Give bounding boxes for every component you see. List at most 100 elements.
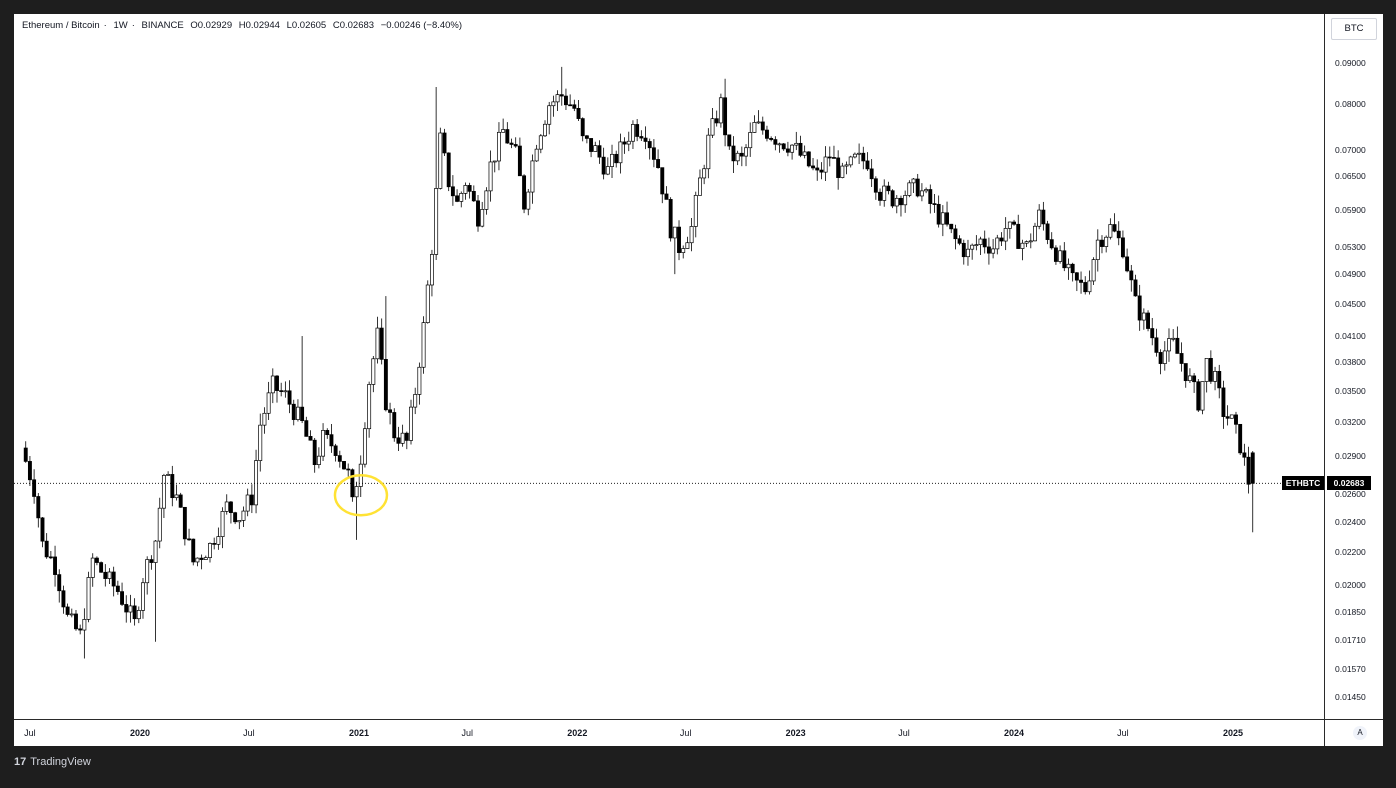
- candle-body[interactable]: [145, 559, 150, 584]
- candle-body[interactable]: [61, 590, 66, 608]
- candle-body[interactable]: [295, 406, 300, 420]
- candle-body[interactable]: [748, 132, 753, 149]
- candle-body[interactable]: [873, 178, 878, 193]
- candle-body[interactable]: [773, 139, 778, 145]
- candle-body[interactable]: [714, 118, 719, 124]
- candle-body[interactable]: [651, 147, 656, 160]
- candle-body[interactable]: [1196, 381, 1201, 411]
- candle-body[interactable]: [1100, 239, 1104, 247]
- candle-body[interactable]: [731, 145, 736, 162]
- candle-body[interactable]: [446, 152, 451, 188]
- candle-body[interactable]: [1192, 375, 1197, 383]
- candle-body[interactable]: [44, 540, 49, 558]
- candle-body[interactable]: [928, 189, 933, 204]
- candle-body[interactable]: [576, 107, 581, 119]
- candle-body[interactable]: [417, 366, 422, 395]
- candle-body[interactable]: [995, 237, 1000, 250]
- candle-body[interactable]: [396, 437, 401, 444]
- candle-body[interactable]: [429, 254, 434, 286]
- candle-body[interactable]: [899, 197, 903, 206]
- candle-body[interactable]: [275, 375, 279, 391]
- candle-body[interactable]: [861, 152, 866, 162]
- candle-body[interactable]: [279, 390, 284, 392]
- candle-body[interactable]: [329, 434, 334, 447]
- candle-body[interactable]: [409, 406, 413, 441]
- candle-body[interactable]: [584, 135, 589, 139]
- candle-body[interactable]: [760, 121, 765, 131]
- candle-body[interactable]: [1087, 280, 1092, 293]
- candle-body[interactable]: [48, 556, 53, 559]
- candle-body[interactable]: [1095, 239, 1100, 260]
- candle-body[interactable]: [1183, 363, 1188, 382]
- candle-body[interactable]: [1129, 270, 1134, 281]
- candle-body[interactable]: [1204, 358, 1209, 382]
- candle-body[interactable]: [882, 185, 887, 201]
- candle-body[interactable]: [388, 409, 393, 413]
- candle-body[interactable]: [765, 129, 769, 139]
- candle-body[interactable]: [228, 501, 233, 514]
- candle-body[interactable]: [781, 143, 786, 150]
- candle-body[interactable]: [1238, 423, 1243, 454]
- candle-body[interactable]: [233, 512, 238, 523]
- candle-body[interactable]: [53, 556, 57, 575]
- candle-body[interactable]: [953, 228, 958, 240]
- candle-body[interactable]: [806, 151, 811, 167]
- symbol-legend[interactable]: Ethereum / Bitcoin · 1W · BINANCE O0.02929…: [22, 20, 466, 31]
- candle-body[interactable]: [505, 129, 510, 144]
- candle-body[interactable]: [689, 226, 694, 244]
- candle-body[interactable]: [1003, 228, 1008, 242]
- candle-body[interactable]: [375, 327, 380, 360]
- candle-body[interactable]: [815, 167, 820, 171]
- candle-body[interactable]: [982, 238, 987, 248]
- candle-body[interactable]: [99, 562, 104, 573]
- candle-body[interactable]: [383, 359, 388, 411]
- candle-body[interactable]: [57, 574, 62, 592]
- candle-body[interactable]: [249, 494, 254, 506]
- candle-body[interactable]: [455, 195, 460, 202]
- candle-body[interactable]: [991, 248, 996, 254]
- candle-body[interactable]: [400, 432, 405, 444]
- candle-body[interactable]: [986, 246, 991, 254]
- candle-body[interactable]: [785, 148, 790, 153]
- candle-body[interactable]: [685, 242, 690, 249]
- candle-body[interactable]: [1154, 337, 1159, 353]
- candle-body[interactable]: [639, 136, 644, 139]
- candle-body[interactable]: [970, 244, 975, 250]
- candle-body[interactable]: [936, 203, 941, 225]
- candle-body[interactable]: [40, 517, 45, 542]
- candle-body[interactable]: [1167, 338, 1171, 352]
- candle-body[interactable]: [266, 392, 271, 414]
- price-axis[interactable]: BTC 0.09000 0.08000 0.07000 0.06500 0.05900 0…: [1324, 14, 1383, 719]
- candle-body[interactable]: [752, 122, 757, 133]
- candle-body[interactable]: [1200, 381, 1205, 411]
- candle-body[interactable]: [1179, 353, 1184, 364]
- candle-body[interactable]: [1120, 237, 1125, 258]
- candle-body[interactable]: [1162, 350, 1167, 364]
- candle-body[interactable]: [153, 540, 158, 563]
- candle-body[interactable]: [287, 390, 292, 405]
- candle-body[interactable]: [723, 97, 728, 136]
- candle-body[interactable]: [911, 178, 916, 184]
- candle-body[interactable]: [811, 165, 815, 169]
- candle-body[interactable]: [1213, 371, 1218, 382]
- candle-body[interactable]: [664, 193, 669, 200]
- candle-body[interactable]: [735, 152, 740, 162]
- candle-body[interactable]: [115, 585, 120, 592]
- candle-body[interactable]: [1062, 250, 1067, 269]
- candle-body[interactable]: [262, 412, 267, 426]
- candle-body[interactable]: [476, 200, 480, 227]
- candle-body[interactable]: [258, 424, 263, 461]
- candle-body[interactable]: [1016, 223, 1021, 249]
- candle-body[interactable]: [157, 507, 162, 542]
- candle-body[interactable]: [241, 510, 246, 521]
- candle-body[interactable]: [191, 538, 196, 563]
- candle-body[interactable]: [957, 238, 962, 244]
- candle-body[interactable]: [1049, 239, 1054, 249]
- candle-body[interactable]: [321, 430, 326, 457]
- candle-body[interactable]: [371, 358, 376, 385]
- candle-body[interactable]: [23, 447, 28, 462]
- candle-body[interactable]: [777, 143, 782, 146]
- candle-body[interactable]: [798, 142, 803, 156]
- candle-body[interactable]: [530, 160, 535, 193]
- candle-body[interactable]: [610, 153, 614, 167]
